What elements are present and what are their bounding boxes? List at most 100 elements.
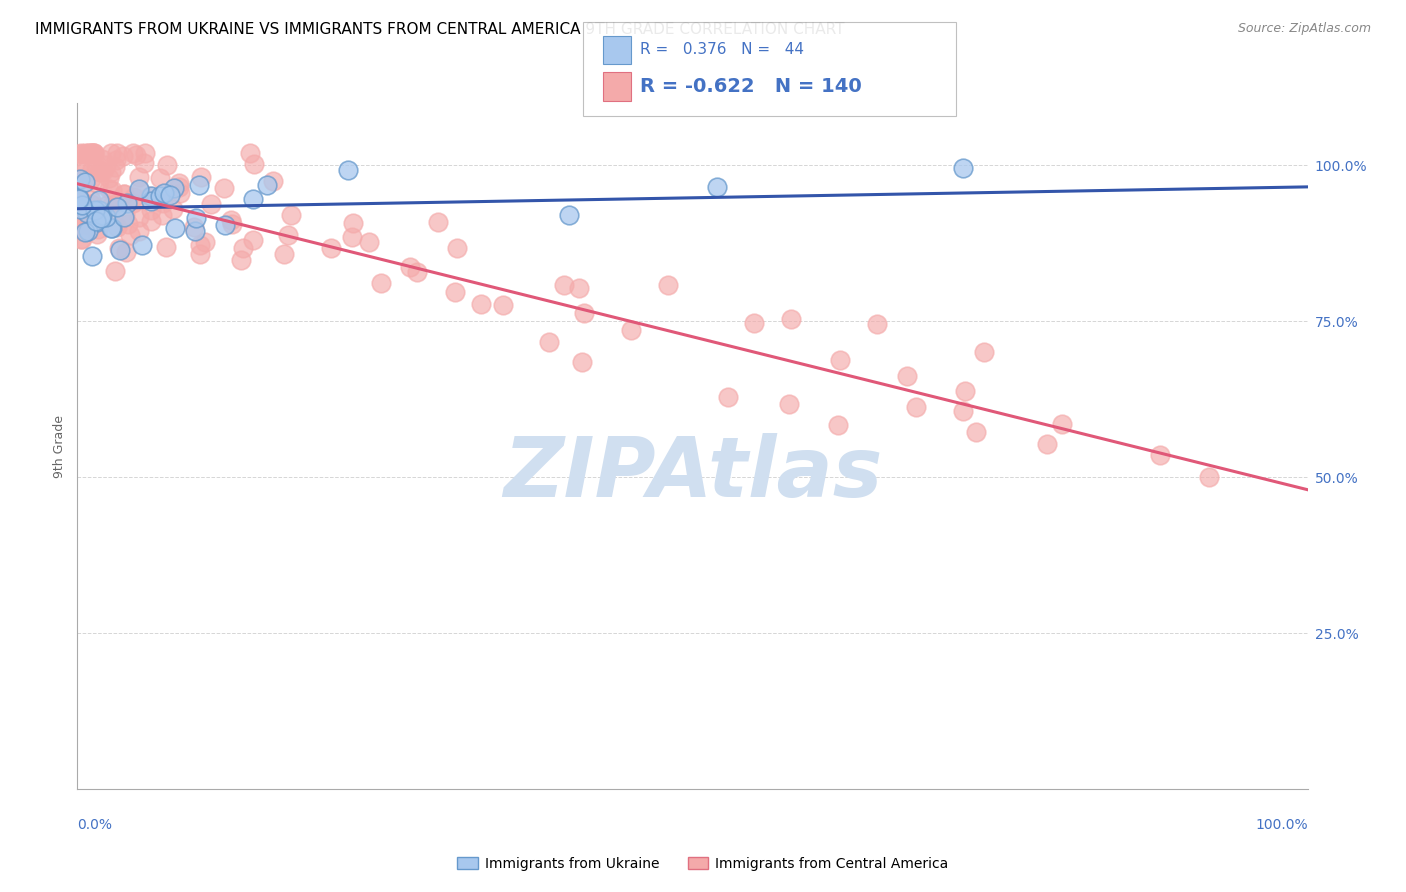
Point	[69, 172, 91, 186]
Point	[239, 145, 262, 160]
Point	[128, 170, 150, 185]
Point	[67, 172, 90, 186]
Point	[340, 230, 363, 244]
Point	[183, 220, 205, 235]
Point	[780, 312, 803, 326]
Point	[657, 278, 679, 293]
Point	[188, 238, 211, 252]
Point	[965, 425, 987, 439]
Point	[427, 215, 450, 229]
Text: Source: ZipAtlas.com: Source: ZipAtlas.com	[1237, 22, 1371, 36]
Point	[79, 194, 101, 208]
Point	[83, 208, 105, 222]
Point	[139, 188, 162, 202]
Point	[86, 178, 108, 192]
Point	[67, 218, 90, 232]
Point	[953, 384, 976, 398]
Point	[150, 208, 173, 222]
Point	[76, 206, 98, 220]
Point	[89, 208, 111, 222]
Point	[80, 171, 103, 186]
Point	[89, 203, 111, 218]
Point	[866, 317, 889, 331]
Point	[141, 214, 163, 228]
Point	[104, 160, 127, 174]
Point	[114, 208, 136, 222]
Point	[553, 278, 575, 293]
Point	[128, 224, 150, 238]
Point	[80, 145, 103, 160]
Point	[69, 157, 91, 171]
Point	[156, 158, 179, 172]
Point	[125, 147, 148, 161]
Point	[105, 153, 128, 167]
Point	[572, 305, 595, 319]
Point	[67, 192, 90, 206]
Point	[117, 196, 139, 211]
Point	[470, 297, 492, 311]
Point	[104, 264, 127, 278]
Point	[105, 219, 128, 234]
Point	[1050, 417, 1073, 431]
Point	[101, 183, 124, 197]
Point	[131, 238, 153, 252]
Point	[101, 220, 124, 235]
Point	[90, 212, 112, 227]
Point	[221, 217, 243, 231]
Point	[165, 220, 187, 235]
Point	[100, 164, 122, 178]
Point	[90, 211, 112, 225]
Point	[122, 145, 145, 160]
Point	[169, 180, 191, 194]
Point	[107, 241, 129, 255]
Point	[256, 178, 278, 193]
Point	[100, 145, 122, 160]
Point	[67, 147, 90, 161]
Point	[94, 210, 117, 224]
Point	[79, 203, 101, 218]
Point	[89, 165, 111, 179]
Point	[184, 211, 207, 226]
Point	[242, 233, 264, 247]
Point	[200, 197, 222, 211]
Point	[84, 159, 107, 173]
Text: IMMIGRANTS FROM UKRAINE VS IMMIGRANTS FROM CENTRAL AMERICA 9TH GRADE CORRELATION: IMMIGRANTS FROM UKRAINE VS IMMIGRANTS FR…	[35, 22, 845, 37]
Point	[558, 208, 581, 222]
Point	[342, 216, 364, 230]
Point	[115, 245, 138, 260]
Point	[84, 214, 107, 228]
Point	[162, 202, 184, 216]
Point	[1149, 448, 1171, 462]
Point	[280, 208, 302, 222]
Point	[112, 187, 135, 202]
Point	[73, 164, 96, 178]
Point	[706, 179, 728, 194]
Point	[406, 265, 429, 279]
Point	[72, 232, 94, 246]
Point	[742, 316, 765, 330]
Point	[86, 215, 108, 229]
Point	[69, 145, 91, 160]
Point	[87, 222, 110, 236]
Point	[167, 176, 190, 190]
Point	[117, 217, 139, 231]
Legend: Immigrants from Ukraine, Immigrants from Central America: Immigrants from Ukraine, Immigrants from…	[451, 851, 955, 876]
Point	[89, 163, 111, 178]
Point	[952, 404, 974, 418]
Point	[67, 215, 90, 229]
Point	[896, 369, 918, 384]
Point	[159, 188, 181, 202]
Point	[141, 194, 163, 209]
Point	[76, 218, 98, 232]
Point	[112, 186, 135, 201]
Point	[491, 298, 513, 312]
Point	[105, 200, 128, 214]
Point	[118, 227, 141, 242]
Point	[70, 194, 93, 209]
Point	[537, 334, 560, 349]
Point	[1036, 437, 1059, 451]
Point	[98, 182, 121, 196]
Point	[128, 210, 150, 224]
Text: 0.0%: 0.0%	[77, 818, 112, 832]
Point	[134, 155, 156, 169]
